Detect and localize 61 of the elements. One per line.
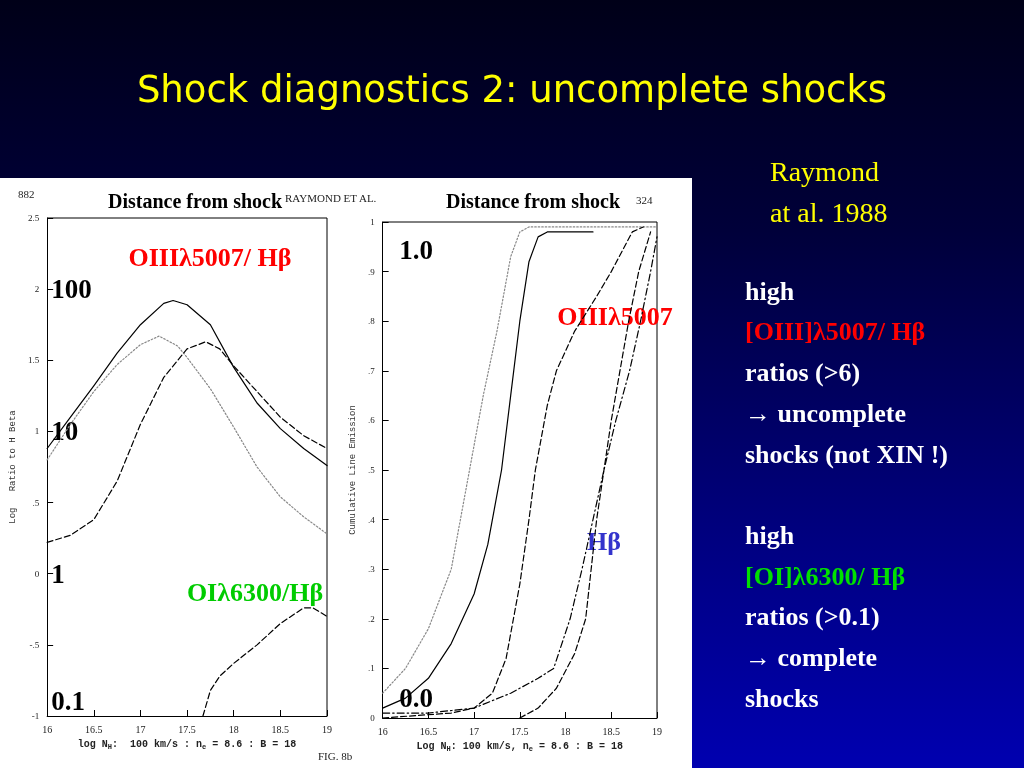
annotation: 1.0 [399,235,433,265]
y-tick-label: 0 [370,713,376,723]
text: Shock diagnostics 2: uncomplete shocks [135,68,889,111]
text: high [745,521,795,551]
y2-tick-label: 0.1 [51,686,85,716]
x-tick-label: 17 [135,723,146,735]
text: → uncomplete [745,399,907,429]
x-tick-label: 16.5 [85,723,103,735]
x-tick-label: 17 [469,725,480,737]
text: Raymond [770,156,879,188]
y-tick-label: 2 [34,284,40,295]
x-tick-label: 17.5 [511,725,529,737]
text: shocks [745,684,819,714]
annotation: OIλ6300/Hβ [186,577,324,607]
text: shocks (not XIN !) [745,440,948,470]
text: 882 [18,187,35,200]
annotation: 0.0 [399,683,433,713]
y-tick-label: .7 [367,365,376,376]
text: high [745,277,795,307]
chart-title: Distance from shock [107,190,283,212]
annotation: Hβ [587,526,621,556]
y-tick-label: 1.5 [27,355,40,366]
x-tick-label: 19 [322,723,332,735]
x-tick-label: 18.5 [602,725,621,737]
x-tick-label: 16 [42,723,53,735]
y-tick-label: .1 [367,663,375,674]
x-tick-label: 17.5 [178,723,196,735]
y-tick-label: .3 [367,564,376,575]
caption: FIG. 8b [318,749,353,762]
x-tick-label: 16.5 [419,725,438,737]
y-tick-label: .8 [367,316,376,327]
text: 324 [636,193,653,206]
y-tick-label: .9 [367,266,376,277]
x-tick-label: 18 [228,723,239,735]
x-tick-label: 16 [377,725,388,737]
text: ratios (>6) [745,358,861,388]
chart-title: Distance from shock [445,190,621,212]
y2-tick-label: 100 [51,274,92,305]
y-tick-label: -.5 [29,639,40,650]
text: [OIII]λ5007/ Hβ [745,317,926,347]
y-tick-label: 0 [34,568,40,579]
y-tick-label: .5 [367,465,376,475]
y-tick-label: -1 [31,711,40,721]
y-tick-label: .6 [367,415,376,426]
y-tick-label: .5 [32,497,40,508]
annotation: OIIIλ5007/ Hβ [128,242,292,272]
y-tick-label: .2 [367,613,375,624]
y-axis-title: Log Ratio to H Beta [7,409,18,524]
text: ratios (>0.1) [745,602,880,632]
x-tick-label: 18 [560,725,571,737]
text: RAYMOND ET AL. [285,191,377,204]
x-tick-label: 18.5 [271,723,290,735]
y-tick-label: 1 [34,426,40,437]
y-axis-title: Cumulative Line Emission [347,405,358,535]
text: → complete [745,643,878,673]
text: at al. 1988 [770,197,888,229]
y-tick-label: 1 [370,217,375,227]
y-tick-label: 2.5 [27,213,40,223]
x-tick-label: 19 [652,725,662,737]
text: [OI]λ6300/ Hβ [745,562,906,592]
y-tick-label: .4 [367,514,376,525]
